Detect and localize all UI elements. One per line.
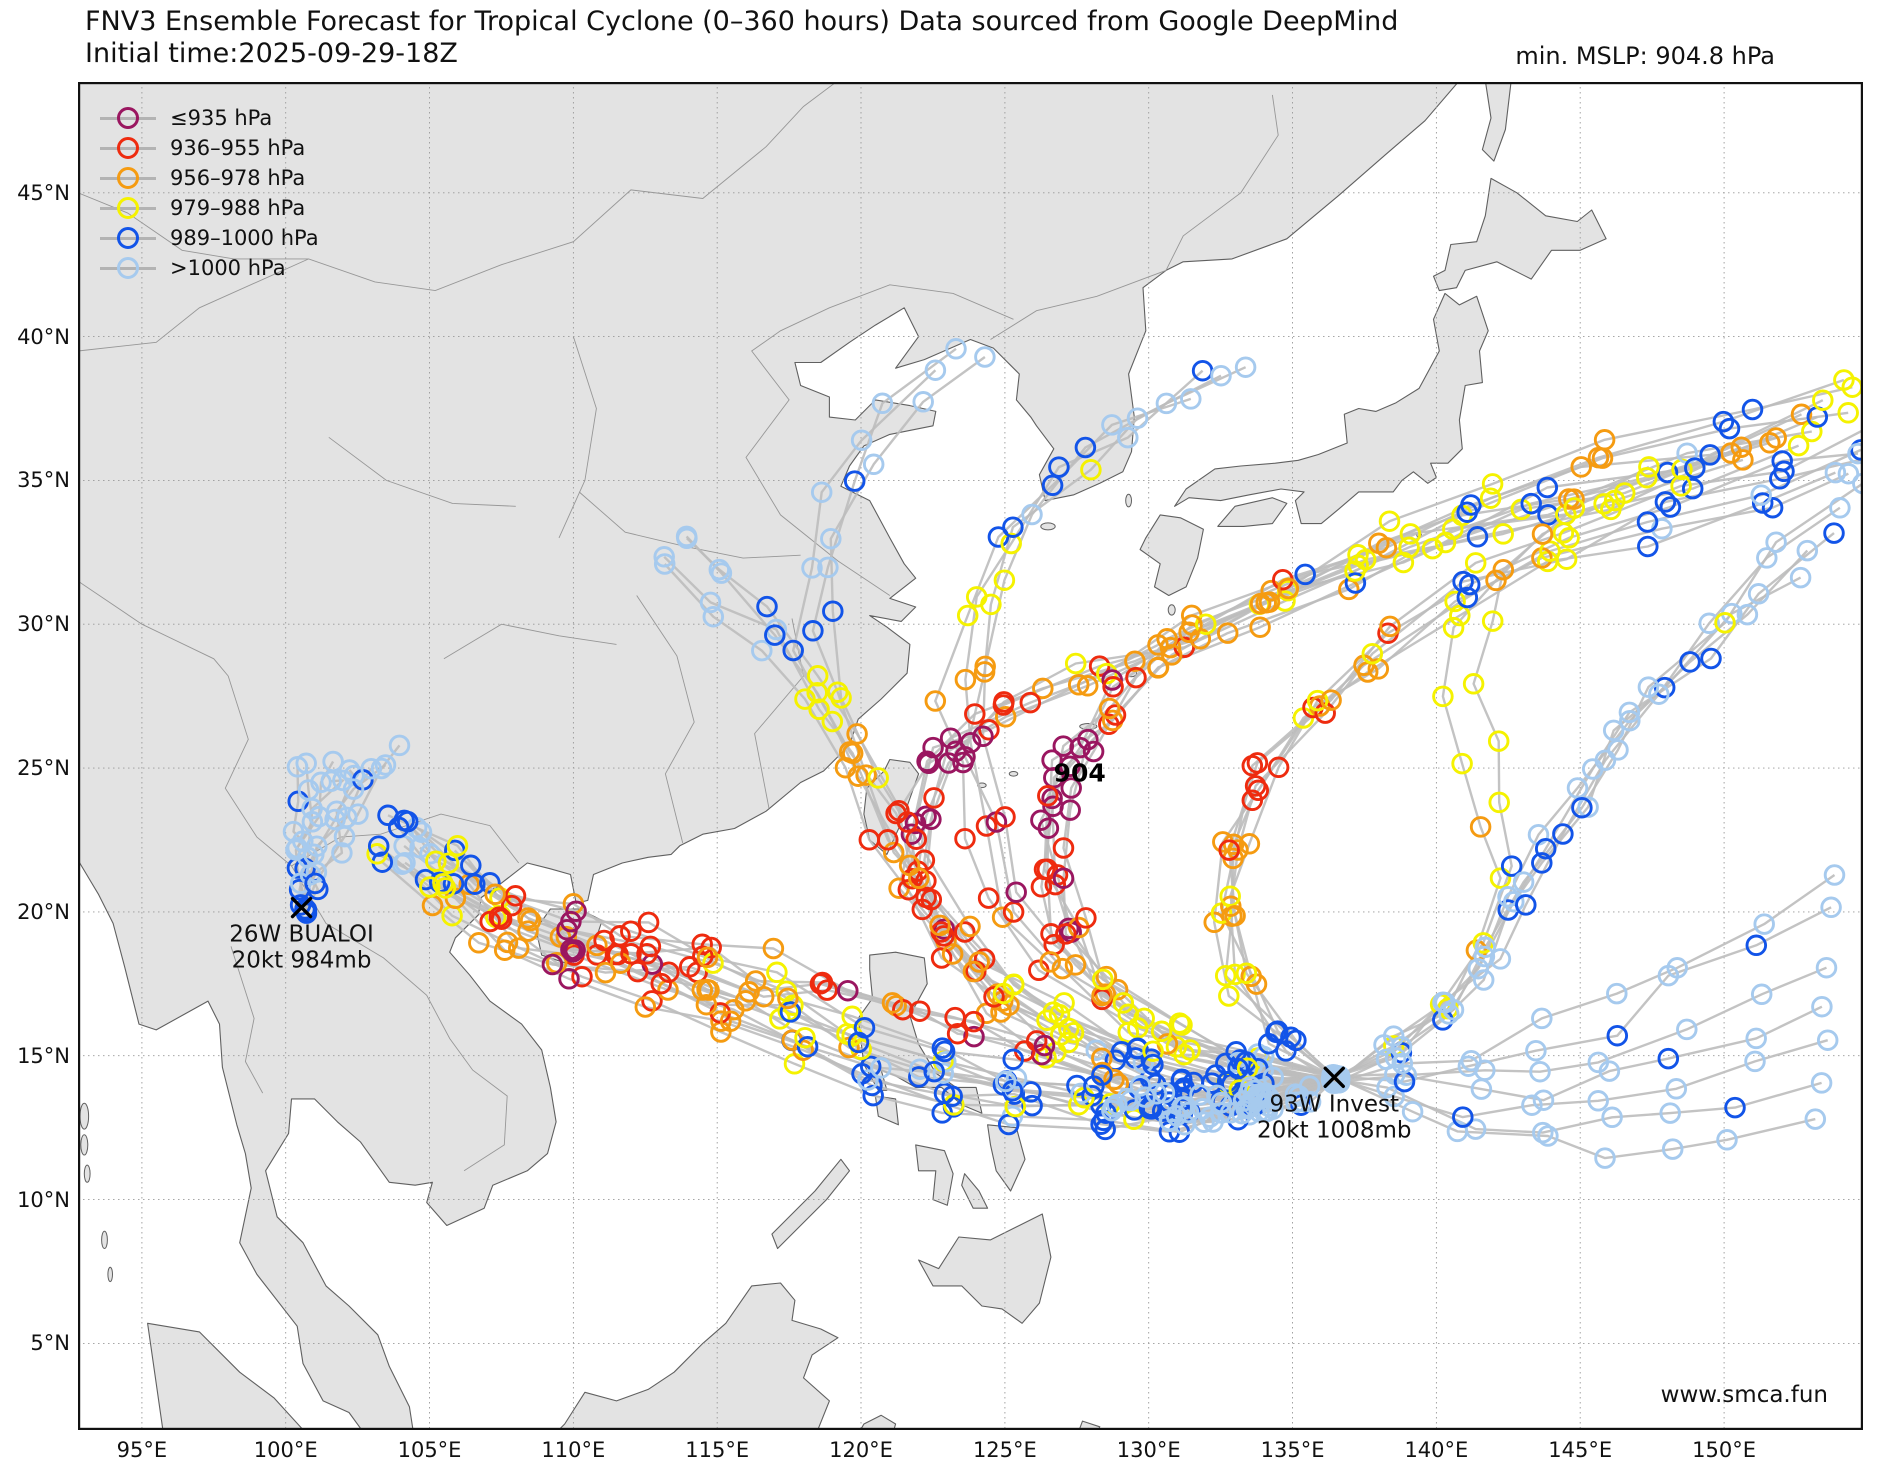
x-tick-label: 150°E [1692,1438,1756,1462]
x-tick-label: 95°E [116,1438,168,1462]
legend-key-icon [100,106,156,130]
legend-label: 979–988 hPa [170,196,306,220]
x-tick-label: 110°E [541,1438,606,1462]
min-mslp-marker: 904 [1054,758,1106,787]
x-tick-label: 105°E [397,1438,462,1462]
y-tick-label: 30°N [17,612,70,637]
legend-item: ≤935 hPa [100,103,319,133]
watermark: www.smca.fun [1661,1382,1828,1408]
legend-key-icon [100,166,156,190]
legend-label: 989–1000 hPa [170,226,319,250]
x-tick-label: 120°E [829,1438,893,1462]
x-tick-label: 140°E [1404,1438,1469,1462]
y-tick-label: 10°N [17,1187,70,1212]
x-tick-label: 125°E [972,1438,1037,1462]
y-tick-label: 40°N [17,324,70,349]
svg-text:20kt 984mb: 20kt 984mb [232,948,372,974]
x-tick-label: 130°E [1116,1438,1181,1462]
y-tick-label: 20°N [17,899,70,924]
legend-label: 956–978 hPa [170,166,306,190]
legend-item: 936–955 hPa [100,133,319,163]
legend-label: ≤935 hPa [170,106,273,130]
y-tick-label: 5°N [30,1331,70,1356]
legend-item: >1000 hPa [100,253,319,283]
x-tick-label: 135°E [1260,1438,1325,1462]
y-tick-label: 35°N [17,468,70,493]
init-time-label: Initial time:2025-09-29-18Z [85,38,458,69]
page-title: FNV3 Ensemble Forecast for Tropical Cycl… [85,6,1399,37]
legend-key-icon [100,256,156,280]
svg-text:26W BUALOI: 26W BUALOI [229,922,374,948]
legend-key-icon [100,196,156,220]
legend-key-icon [100,136,156,160]
y-tick-label: 15°N [17,1043,70,1068]
svg-text:20kt 1008mb: 20kt 1008mb [1257,1117,1411,1143]
y-tick-label: 45°N [17,180,70,205]
legend-item: 979–988 hPa [100,193,319,223]
x-tick-label: 145°E [1548,1438,1613,1462]
legend-item: 989–1000 hPa [100,223,319,253]
svg-text:93W Invest: 93W Invest [1270,1091,1399,1117]
legend-label: 936–955 hPa [170,136,306,160]
legend-label: >1000 hPa [170,256,286,280]
x-tick-label: 115°E [685,1438,750,1462]
legend-key-icon [100,226,156,250]
min-mslp-label: min. MSLP: 904.8 hPa [1515,42,1775,70]
pressure-legend: ≤935 hPa 936–955 hPa 956–978 hPa 979–988 hP… [100,103,319,283]
x-tick-label: 100°E [253,1438,318,1462]
y-tick-label: 25°N [17,756,70,781]
legend-item: 956–978 hPa [100,163,319,193]
